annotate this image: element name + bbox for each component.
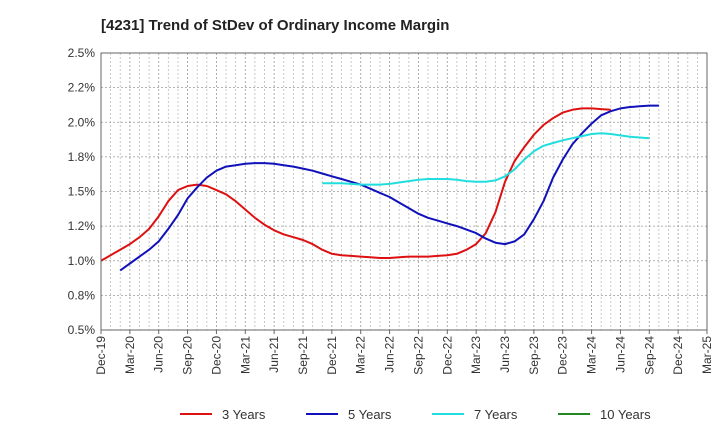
- y-tick-label: 2.2%: [68, 81, 96, 95]
- x-tick-label: Sep-24: [642, 336, 656, 375]
- legend-label: 5 Years: [348, 407, 392, 422]
- x-tick-label: Sep-22: [411, 336, 425, 375]
- legend: 3 Years 5 Years 7 Years 10 Years: [180, 407, 651, 422]
- chart-title: [4231] Trend of StDev of Ordinary Income…: [101, 17, 449, 34]
- x-tick-label: Jun-23: [498, 336, 512, 373]
- x-tick-label: Jun-22: [383, 336, 397, 373]
- series-line-5-years: [119, 104, 659, 272]
- grid-layer: [101, 52, 708, 330]
- y-tick-label: 1.2%: [68, 219, 96, 233]
- y-tick-labels: 0.5% 0.8% 1.0% 1.2% 1.5% 1.8% 2.0% 2.2% 2.5%: [68, 46, 96, 337]
- x-tick-label: Dec-19: [94, 336, 108, 375]
- y-tick-label: 2.5%: [68, 46, 96, 60]
- legend-label: 3 Years: [222, 407, 266, 422]
- x-tick-label: Sep-23: [527, 336, 541, 375]
- x-tick-label: Dec-23: [556, 336, 570, 375]
- x-tick-label: Jun-20: [152, 336, 166, 373]
- x-tick-label: Mar-24: [585, 336, 599, 374]
- x-tick-label: Jun-21: [267, 336, 281, 373]
- x-tick-label: Mar-22: [354, 336, 368, 374]
- x-tick-label: Mar-21: [238, 336, 252, 374]
- y-tick-label: 1.8%: [68, 150, 96, 164]
- axis-layer: [100, 52, 708, 334]
- y-tick-label: 0.5%: [68, 323, 96, 337]
- y-tick-label: 2.0%: [68, 115, 96, 129]
- x-tick-label: Mar-20: [123, 336, 137, 374]
- x-tick-label: Dec-20: [209, 336, 223, 375]
- y-tick-label: 1.5%: [68, 185, 96, 199]
- x-tick-label: Sep-21: [296, 336, 310, 375]
- x-tick-label: Dec-22: [440, 336, 454, 375]
- x-tick-labels: Dec-19 Mar-20 Jun-20 Sep-20 Dec-20 Mar-21 Jun-…: [94, 336, 714, 375]
- x-tick-label: Mar-25: [700, 336, 714, 374]
- y-tick-label: 0.8%: [68, 288, 96, 302]
- legend-label: 7 Years: [474, 407, 518, 422]
- y-tick-label: 1.0%: [68, 254, 96, 268]
- plot-frame: [100, 52, 708, 331]
- x-tick-label: Dec-21: [325, 336, 339, 375]
- series-layer: [100, 104, 659, 272]
- series-line-3-years: [100, 107, 611, 262]
- series-line-7-years: [322, 132, 650, 186]
- x-tick-label: Sep-20: [181, 336, 195, 375]
- x-tick-label: Jun-24: [613, 336, 627, 373]
- legend-label: 10 Years: [600, 407, 651, 422]
- x-tick-label: Dec-24: [671, 336, 685, 375]
- x-tick-label: Mar-23: [469, 336, 483, 374]
